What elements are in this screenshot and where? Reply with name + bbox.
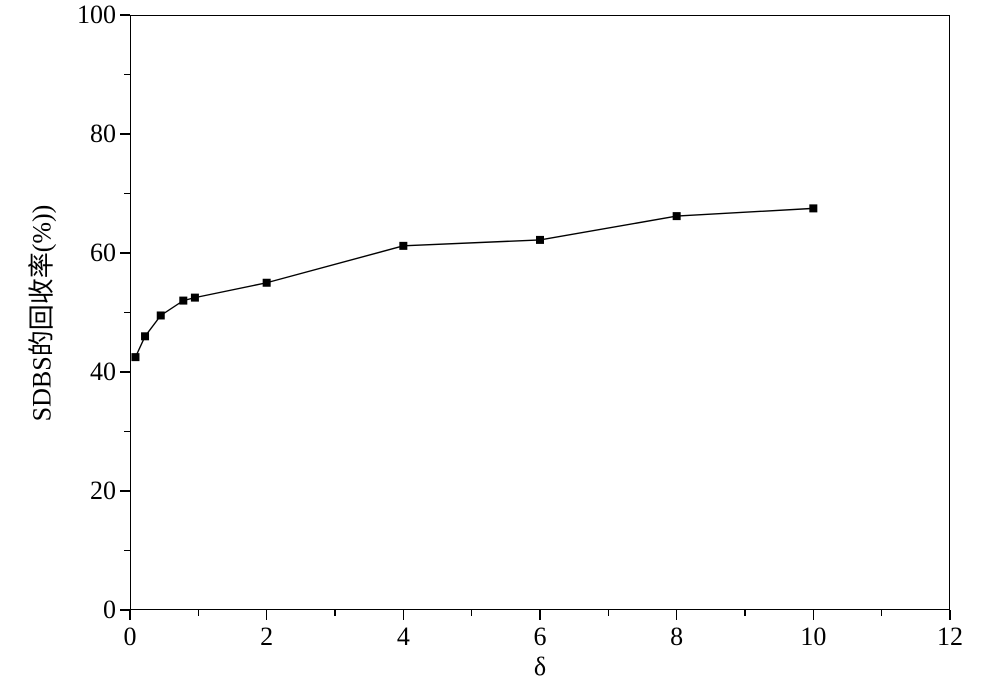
x-tick-label: 6 bbox=[534, 622, 547, 652]
x-major-tick bbox=[676, 610, 678, 620]
x-minor-tick bbox=[881, 610, 883, 616]
y-tick-label: 100 bbox=[77, 0, 116, 30]
series-marker bbox=[399, 242, 407, 250]
chart-container: δ SDBS的回收率(%)) 0 2 4 6 8 10 12 0 20 40 60 80 100 bbox=[0, 0, 1000, 690]
x-major-tick bbox=[266, 610, 268, 620]
x-major-tick bbox=[403, 610, 405, 620]
y-tick-label: 20 bbox=[90, 476, 116, 506]
x-axis-label: δ bbox=[534, 652, 546, 682]
y-tick-label: 60 bbox=[90, 238, 116, 268]
y-major-tick bbox=[120, 490, 130, 492]
series-marker bbox=[141, 332, 149, 340]
series-marker bbox=[263, 279, 271, 287]
series-line bbox=[135, 208, 813, 357]
x-minor-tick bbox=[471, 610, 473, 616]
y-major-tick bbox=[120, 252, 130, 254]
y-minor-tick bbox=[124, 431, 130, 433]
x-major-tick bbox=[129, 610, 131, 620]
x-tick-label: 8 bbox=[670, 622, 683, 652]
y-tick-label: 40 bbox=[90, 357, 116, 387]
x-minor-tick bbox=[608, 610, 610, 616]
y-tick-label: 80 bbox=[90, 119, 116, 149]
x-tick-label: 0 bbox=[124, 622, 137, 652]
x-minor-tick bbox=[198, 610, 200, 616]
chart-data-layer bbox=[0, 0, 1000, 690]
series-marker bbox=[179, 297, 187, 305]
y-minor-tick bbox=[124, 312, 130, 314]
series-marker bbox=[157, 311, 165, 319]
x-minor-tick bbox=[744, 610, 746, 616]
y-axis-label: SDBS的回收率(%)) bbox=[22, 204, 59, 421]
x-major-tick bbox=[539, 610, 541, 620]
x-minor-tick bbox=[334, 610, 336, 616]
y-minor-tick bbox=[124, 550, 130, 552]
x-tick-label: 12 bbox=[937, 622, 963, 652]
x-tick-label: 4 bbox=[397, 622, 410, 652]
series-marker bbox=[673, 212, 681, 220]
y-tick-label: 0 bbox=[103, 595, 116, 625]
y-major-tick bbox=[120, 14, 130, 16]
series-marker bbox=[131, 353, 139, 361]
y-major-tick bbox=[120, 609, 130, 611]
x-tick-label: 10 bbox=[800, 622, 826, 652]
series-marker bbox=[191, 294, 199, 302]
y-minor-tick bbox=[124, 74, 130, 76]
x-major-tick bbox=[813, 610, 815, 620]
series-marker bbox=[809, 204, 817, 212]
y-minor-tick bbox=[124, 193, 130, 195]
y-major-tick bbox=[120, 133, 130, 135]
x-tick-label: 2 bbox=[260, 622, 273, 652]
x-major-tick bbox=[949, 610, 951, 620]
series-marker bbox=[536, 236, 544, 244]
y-major-tick bbox=[120, 371, 130, 373]
